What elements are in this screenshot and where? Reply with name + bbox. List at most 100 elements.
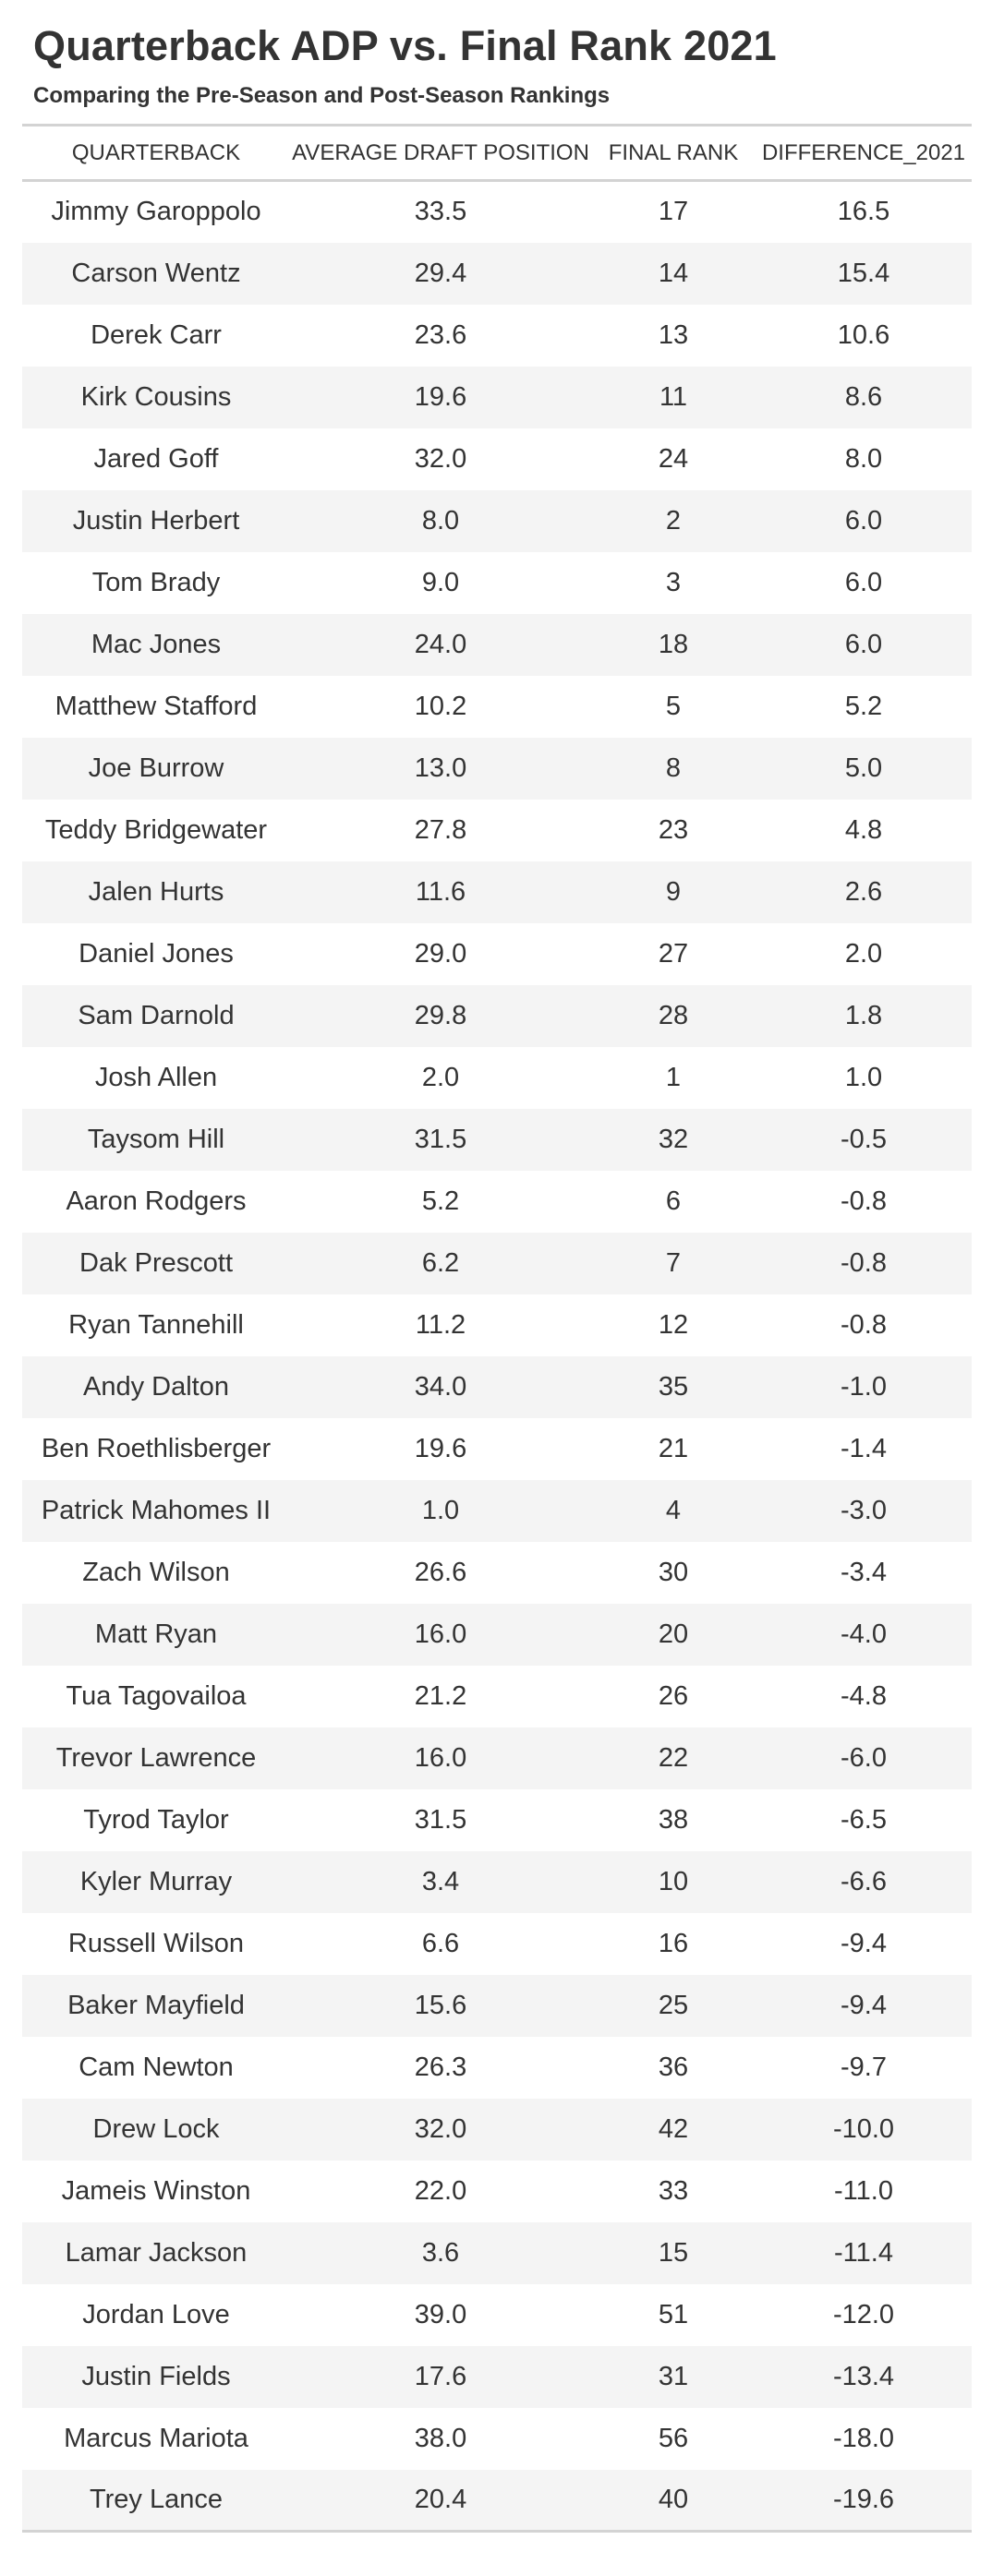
table-row: Joe Burrow 13.0 8 5.0 [22, 737, 972, 800]
cell-final-rank: 10 [658, 1866, 689, 1896]
table-row: Justin Herbert 8.0 2 6.0 [22, 489, 972, 552]
cell-final-rank: 42 [658, 2113, 689, 2144]
cell-difference: -6.0 [841, 1742, 887, 1773]
cell-adp: 26.3 [414, 2052, 467, 2082]
cell-quarterback: Matthew Stafford [54, 691, 258, 721]
cell-difference: -1.4 [841, 1433, 887, 1463]
table-row: Carson Wentz 29.4 14 15.4 [22, 242, 972, 305]
cell-adp: 31.5 [414, 1124, 467, 1154]
table-row: Jordan Love 39.0 51 -12.0 [22, 2284, 972, 2346]
cell-quarterback: Kirk Cousins [80, 381, 232, 412]
table-row: Russell Wilson 6.6 16 -9.4 [22, 1913, 972, 1975]
table-subtitle: Comparing the Pre-Season and Post-Season… [33, 83, 611, 108]
cell-final-rank: 4 [665, 1495, 682, 1525]
cell-quarterback: Drew Lock [92, 2113, 220, 2144]
cell-adp: 13.0 [414, 752, 467, 783]
cell-adp: 32.0 [414, 443, 467, 474]
cell-quarterback: Joe Burrow [88, 752, 224, 783]
cell-final-rank: 14 [658, 258, 689, 288]
cell-final-rank: 25 [658, 1990, 689, 2020]
cell-quarterback: Patrick Mahomes II [41, 1495, 272, 1525]
cell-adp: 23.6 [414, 319, 467, 350]
cell-quarterback: Ryan Tannehill [68, 1309, 244, 1340]
cell-difference: -1.0 [841, 1371, 887, 1402]
cell-adp: 2.0 [421, 1062, 460, 1092]
column-header-adp: AVERAGE DRAFT POSITION [292, 139, 589, 165]
cell-quarterback: Russell Wilson [67, 1928, 245, 1958]
cell-quarterback: Justin Fields [81, 2361, 231, 2391]
cell-adp: 3.6 [421, 2237, 460, 2268]
table-row: Marcus Mariota 38.0 56 -18.0 [22, 2408, 972, 2470]
cell-quarterback: Tyrod Taylor [83, 1804, 229, 1835]
cell-difference: -0.8 [841, 1186, 887, 1216]
cell-final-rank: 7 [665, 1247, 682, 1278]
cell-difference: 4.8 [844, 814, 883, 845]
cell-difference: -11.4 [834, 2237, 893, 2268]
cell-difference: -6.5 [841, 1804, 887, 1835]
cell-final-rank: 15 [658, 2237, 689, 2268]
cell-quarterback: Teddy Bridgewater [44, 814, 268, 845]
column-header-difference: DIFFERENCE_2021 [761, 139, 966, 165]
cell-adp: 33.5 [414, 197, 467, 227]
cell-adp: 16.0 [414, 1619, 467, 1649]
table-row: Josh Allen 2.0 1 1.0 [22, 1047, 972, 1109]
cell-adp: 19.6 [414, 381, 467, 412]
cell-quarterback: Matt Ryan [94, 1619, 218, 1649]
cell-final-rank: 18 [658, 629, 689, 659]
cell-difference: -4.0 [841, 1619, 887, 1649]
cell-adp: 11.6 [415, 876, 466, 907]
cell-final-rank: 16 [658, 1928, 689, 1958]
table-row: Jameis Winston 22.0 33 -11.0 [22, 2161, 972, 2222]
table-title: Quarterback ADP vs. Final Rank 2021 [33, 22, 777, 69]
cell-adp: 24.0 [414, 629, 467, 659]
cell-final-rank: 28 [658, 1000, 689, 1030]
cell-adp: 38.0 [414, 2423, 467, 2453]
cell-quarterback: Josh Allen [94, 1062, 218, 1092]
cell-quarterback: Sam Darnold [78, 1000, 235, 1030]
cell-final-rank: 56 [658, 2423, 689, 2453]
table-row: Daniel Jones 29.0 27 2.0 [22, 923, 972, 985]
cell-final-rank: 21 [658, 1433, 689, 1463]
cell-difference: -12.0 [832, 2299, 895, 2329]
table-row: Andy Dalton 34.0 35 -1.0 [22, 1355, 972, 1418]
cell-difference: 15.4 [837, 258, 890, 288]
table-row: Teddy Bridgewater 27.8 23 4.8 [22, 800, 972, 861]
column-header-final-rank: FINAL RANK [608, 139, 739, 165]
cell-final-rank: 30 [658, 1557, 689, 1587]
cell-difference: -3.4 [841, 1557, 887, 1587]
table-row: Trevor Lawrence 16.0 22 -6.0 [22, 1727, 972, 1789]
cell-quarterback: Andy Dalton [83, 1371, 229, 1402]
cell-final-rank: 31 [658, 2361, 689, 2391]
cell-difference: 8.6 [844, 381, 883, 412]
cell-final-rank: 51 [658, 2299, 689, 2329]
cell-quarterback: Justin Herbert [72, 505, 240, 536]
cell-quarterback: Aaron Rodgers [66, 1186, 247, 1216]
cell-final-rank: 22 [658, 1742, 689, 1773]
table-row: Ryan Tannehill 11.2 12 -0.8 [22, 1294, 972, 1356]
cell-adp: 34.0 [414, 1371, 467, 1402]
cell-adp: 17.6 [414, 2361, 467, 2391]
cell-quarterback: Daniel Jones [79, 938, 234, 969]
table-row: Zach Wilson 26.6 30 -3.4 [22, 1542, 972, 1604]
cell-final-rank: 3 [665, 567, 682, 597]
table-row: Trey Lance 20.4 40 -19.6 [22, 2469, 972, 2532]
cell-difference: -18.0 [832, 2423, 895, 2453]
header-row: QUARTERBACK AVERAGE DRAFT POSITION FINAL… [22, 125, 972, 181]
cell-final-rank: 9 [665, 876, 682, 907]
cell-difference: -4.8 [841, 1680, 887, 1711]
cell-difference: -0.5 [841, 1124, 887, 1154]
table-row: Jimmy Garoppolo 33.5 17 16.5 [22, 181, 972, 243]
table-row: Mac Jones 24.0 18 6.0 [22, 613, 972, 676]
cell-difference: -9.7 [841, 2052, 887, 2082]
cell-final-rank: 38 [658, 1804, 689, 1835]
table-row: Aaron Rodgers 5.2 6 -0.8 [22, 1171, 972, 1233]
table-row: Lamar Jackson 3.6 15 -11.4 [22, 2221, 972, 2284]
cell-difference: -19.6 [832, 2484, 895, 2514]
cell-difference: 16.5 [837, 197, 890, 227]
cell-difference: 6.0 [844, 505, 883, 536]
cell-difference: 6.0 [844, 629, 883, 659]
cell-difference: 5.0 [844, 752, 883, 783]
cell-quarterback: Lamar Jackson [65, 2237, 248, 2268]
table-row: Cam Newton 26.3 36 -9.7 [22, 2037, 972, 2099]
cell-difference: 2.6 [844, 876, 883, 907]
